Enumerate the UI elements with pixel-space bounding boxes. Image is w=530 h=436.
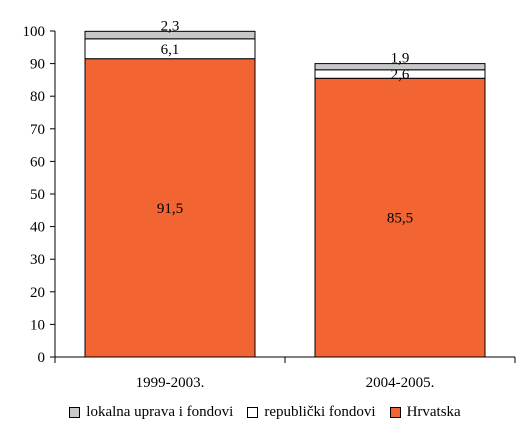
data-label: 91,5 <box>157 201 183 217</box>
y-tick-label: 50 <box>30 187 45 203</box>
y-tick-label: 0 <box>38 350 46 366</box>
legend-label: Hrvatska <box>406 404 461 420</box>
legend-swatch <box>247 407 259 418</box>
data-label: 2,3 <box>161 18 180 34</box>
y-tick-label: 30 <box>30 252 45 268</box>
bar-segment <box>84 58 256 358</box>
y-tick-label: 90 <box>30 57 45 73</box>
legend-item: Hrvatska <box>389 404 461 421</box>
y-tick-label: 20 <box>30 285 45 301</box>
x-tick-label: 1999-2003. <box>136 375 205 391</box>
data-label: 2,6 <box>391 67 410 83</box>
data-label: 6,1 <box>161 42 180 58</box>
y-tick-label: 100 <box>23 24 46 40</box>
legend-swatch <box>389 407 401 418</box>
data-label: 85,5 <box>387 211 413 227</box>
legend: lokalna uprava i fondovi republički fondo… <box>0 404 530 421</box>
legend-item: republički fondovi <box>247 404 376 421</box>
y-tick-label: 40 <box>30 220 45 236</box>
y-tick-label: 10 <box>30 317 45 333</box>
legend-item: lokalna uprava i fondovi <box>69 404 233 421</box>
y-tick-label: 80 <box>30 89 45 105</box>
y-tick-label: 60 <box>30 154 45 170</box>
bar-segment <box>314 63 486 71</box>
stacked-bar-chart: 0 10 20 30 40 50 60 70 80 90 100 91,5 6,1 2,3 1999-200… <box>23 18 516 391</box>
bar-segment <box>84 30 256 40</box>
legend-swatch <box>69 407 81 418</box>
data-label: 1,9 <box>391 51 410 67</box>
legend-label: lokalna uprava i fondovi <box>86 404 234 420</box>
legend-label: republički fondovi <box>264 404 376 420</box>
y-tick-label: 70 <box>30 122 45 138</box>
x-tick-label: 2004-2005. <box>366 375 435 391</box>
